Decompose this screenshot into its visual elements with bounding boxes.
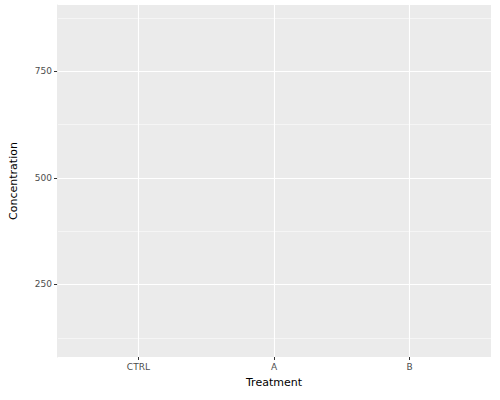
svg-text:500: 500: [35, 173, 52, 183]
svg-text:250: 250: [35, 279, 52, 289]
svg-text:CTRL: CTRL: [127, 362, 150, 372]
svg-text:A: A: [271, 362, 278, 372]
svg-text:Treatment: Treatment: [245, 376, 303, 389]
svg-text:Concentration: Concentration: [7, 142, 20, 220]
svg-text:B: B: [407, 362, 413, 372]
svg-text:750: 750: [35, 66, 52, 76]
